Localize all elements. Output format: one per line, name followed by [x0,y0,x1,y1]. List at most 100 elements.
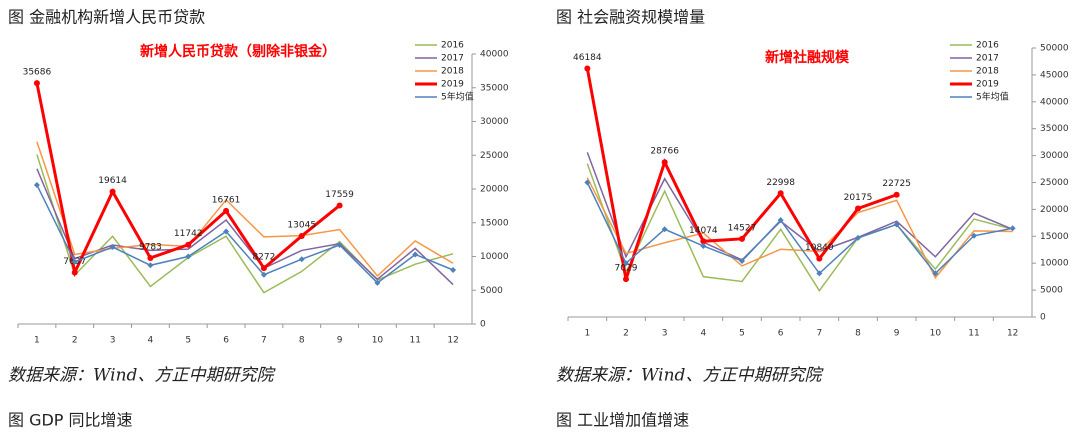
y-tick-label: 15000 [480,218,509,228]
point [700,242,707,249]
x-tick-label: 3 [110,336,116,346]
point [584,179,591,186]
y-tick-label: 20000 [480,185,509,195]
x-tick-label: 11 [968,329,979,339]
point [816,255,823,262]
series-line [586,152,1013,261]
data-label: 9783 [139,242,162,252]
legend-label: 2018 [441,67,464,77]
chart-title: 图 金融机构新增人民币贷款 [8,8,205,27]
y-tick-label: 45000 [1040,70,1069,80]
x-tick-label: 5 [185,336,191,346]
x-tick-label: 2 [72,336,78,346]
point [223,228,230,235]
series-line [586,177,1013,280]
series-line [36,184,454,284]
point [700,238,707,245]
x-tick-label: 1 [34,336,40,346]
point [223,207,230,214]
legend-label: 5年均值 [976,91,1009,103]
data-label: 11742 [174,229,203,239]
point [71,269,78,276]
data-label: 13045 [287,220,316,230]
point [260,271,267,278]
data-label: 10840 [805,243,834,253]
point [109,188,116,195]
point [298,232,305,239]
caption: 图 工业增加值增速 [556,411,689,430]
point [623,260,629,267]
data-label: 17559 [325,190,354,200]
data-label: 20175 [844,193,873,203]
y-tick-label: 5000 [480,286,503,296]
point [412,251,419,258]
point [971,232,977,239]
x-tick-label: 8 [855,329,861,339]
y-tick-label: 15000 [1040,232,1069,242]
point [661,159,668,166]
point [893,221,900,228]
data-label: 22998 [766,178,795,188]
point [855,234,861,241]
y-tick-label: 5000 [1040,286,1063,296]
y-tick-label: 30000 [1040,151,1069,161]
point [260,265,267,272]
series-line [586,163,1013,292]
legend-label: 5年均值 [441,91,474,103]
point [661,226,668,233]
data-label: 14074 [689,226,718,236]
point [33,181,40,188]
point [109,244,116,251]
x-tick-label: 1 [584,329,590,339]
data-label: 19614 [98,176,127,186]
x-tick-label: 10 [930,329,942,339]
x-tick-label: 9 [894,329,900,339]
point [185,241,192,248]
legend-label: 2017 [441,54,464,64]
series-line [586,182,1013,275]
point [777,217,784,224]
y-tick-label: 20000 [1040,205,1069,215]
point [777,190,784,197]
data-label: 35686 [23,68,52,78]
legend-label: 2019 [441,80,464,90]
point [739,235,745,242]
y-tick-label: 0 [1040,313,1046,323]
y-tick-label: 40000 [1040,97,1069,107]
point [147,262,154,269]
x-tick-label: 8 [299,336,305,346]
x-tick-label: 2 [623,329,629,339]
point [739,258,745,265]
point [584,65,591,72]
point [147,254,154,261]
annotation: 新增人民币贷款（剔除非银金） [140,43,336,60]
annotation: 新增社融规模 [765,49,850,66]
point [33,80,40,87]
x-tick-label: 4 [148,336,154,346]
point [71,258,78,265]
legend-label: 2019 [976,80,999,90]
x-tick-label: 12 [1007,329,1018,339]
x-tick-label: 9 [337,336,343,346]
y-tick-label: 30000 [480,117,509,127]
data-label: 8272 [252,253,275,263]
y-tick-label: 40000 [480,50,509,60]
point [816,270,823,277]
legend-label: 2017 [976,54,999,64]
source: 数据来源：Wind、方正中期研究院 [556,366,824,386]
x-tick-label: 10 [372,336,384,346]
source: 数据来源：Wind、方正中期研究院 [8,366,276,386]
data-label: 46184 [573,53,602,63]
point [932,270,939,277]
x-tick-label: 11 [410,336,421,346]
point [374,279,381,286]
y-tick-label: 35000 [480,83,509,93]
data-label: 14527 [728,223,757,233]
y-tick-label: 0 [480,320,486,330]
legend-label: 2018 [976,67,999,77]
caption: 图 GDP 同比增速 [8,411,133,430]
point [336,202,343,209]
x-tick-label: 6 [778,329,784,339]
x-tick-label: 7 [261,336,267,346]
